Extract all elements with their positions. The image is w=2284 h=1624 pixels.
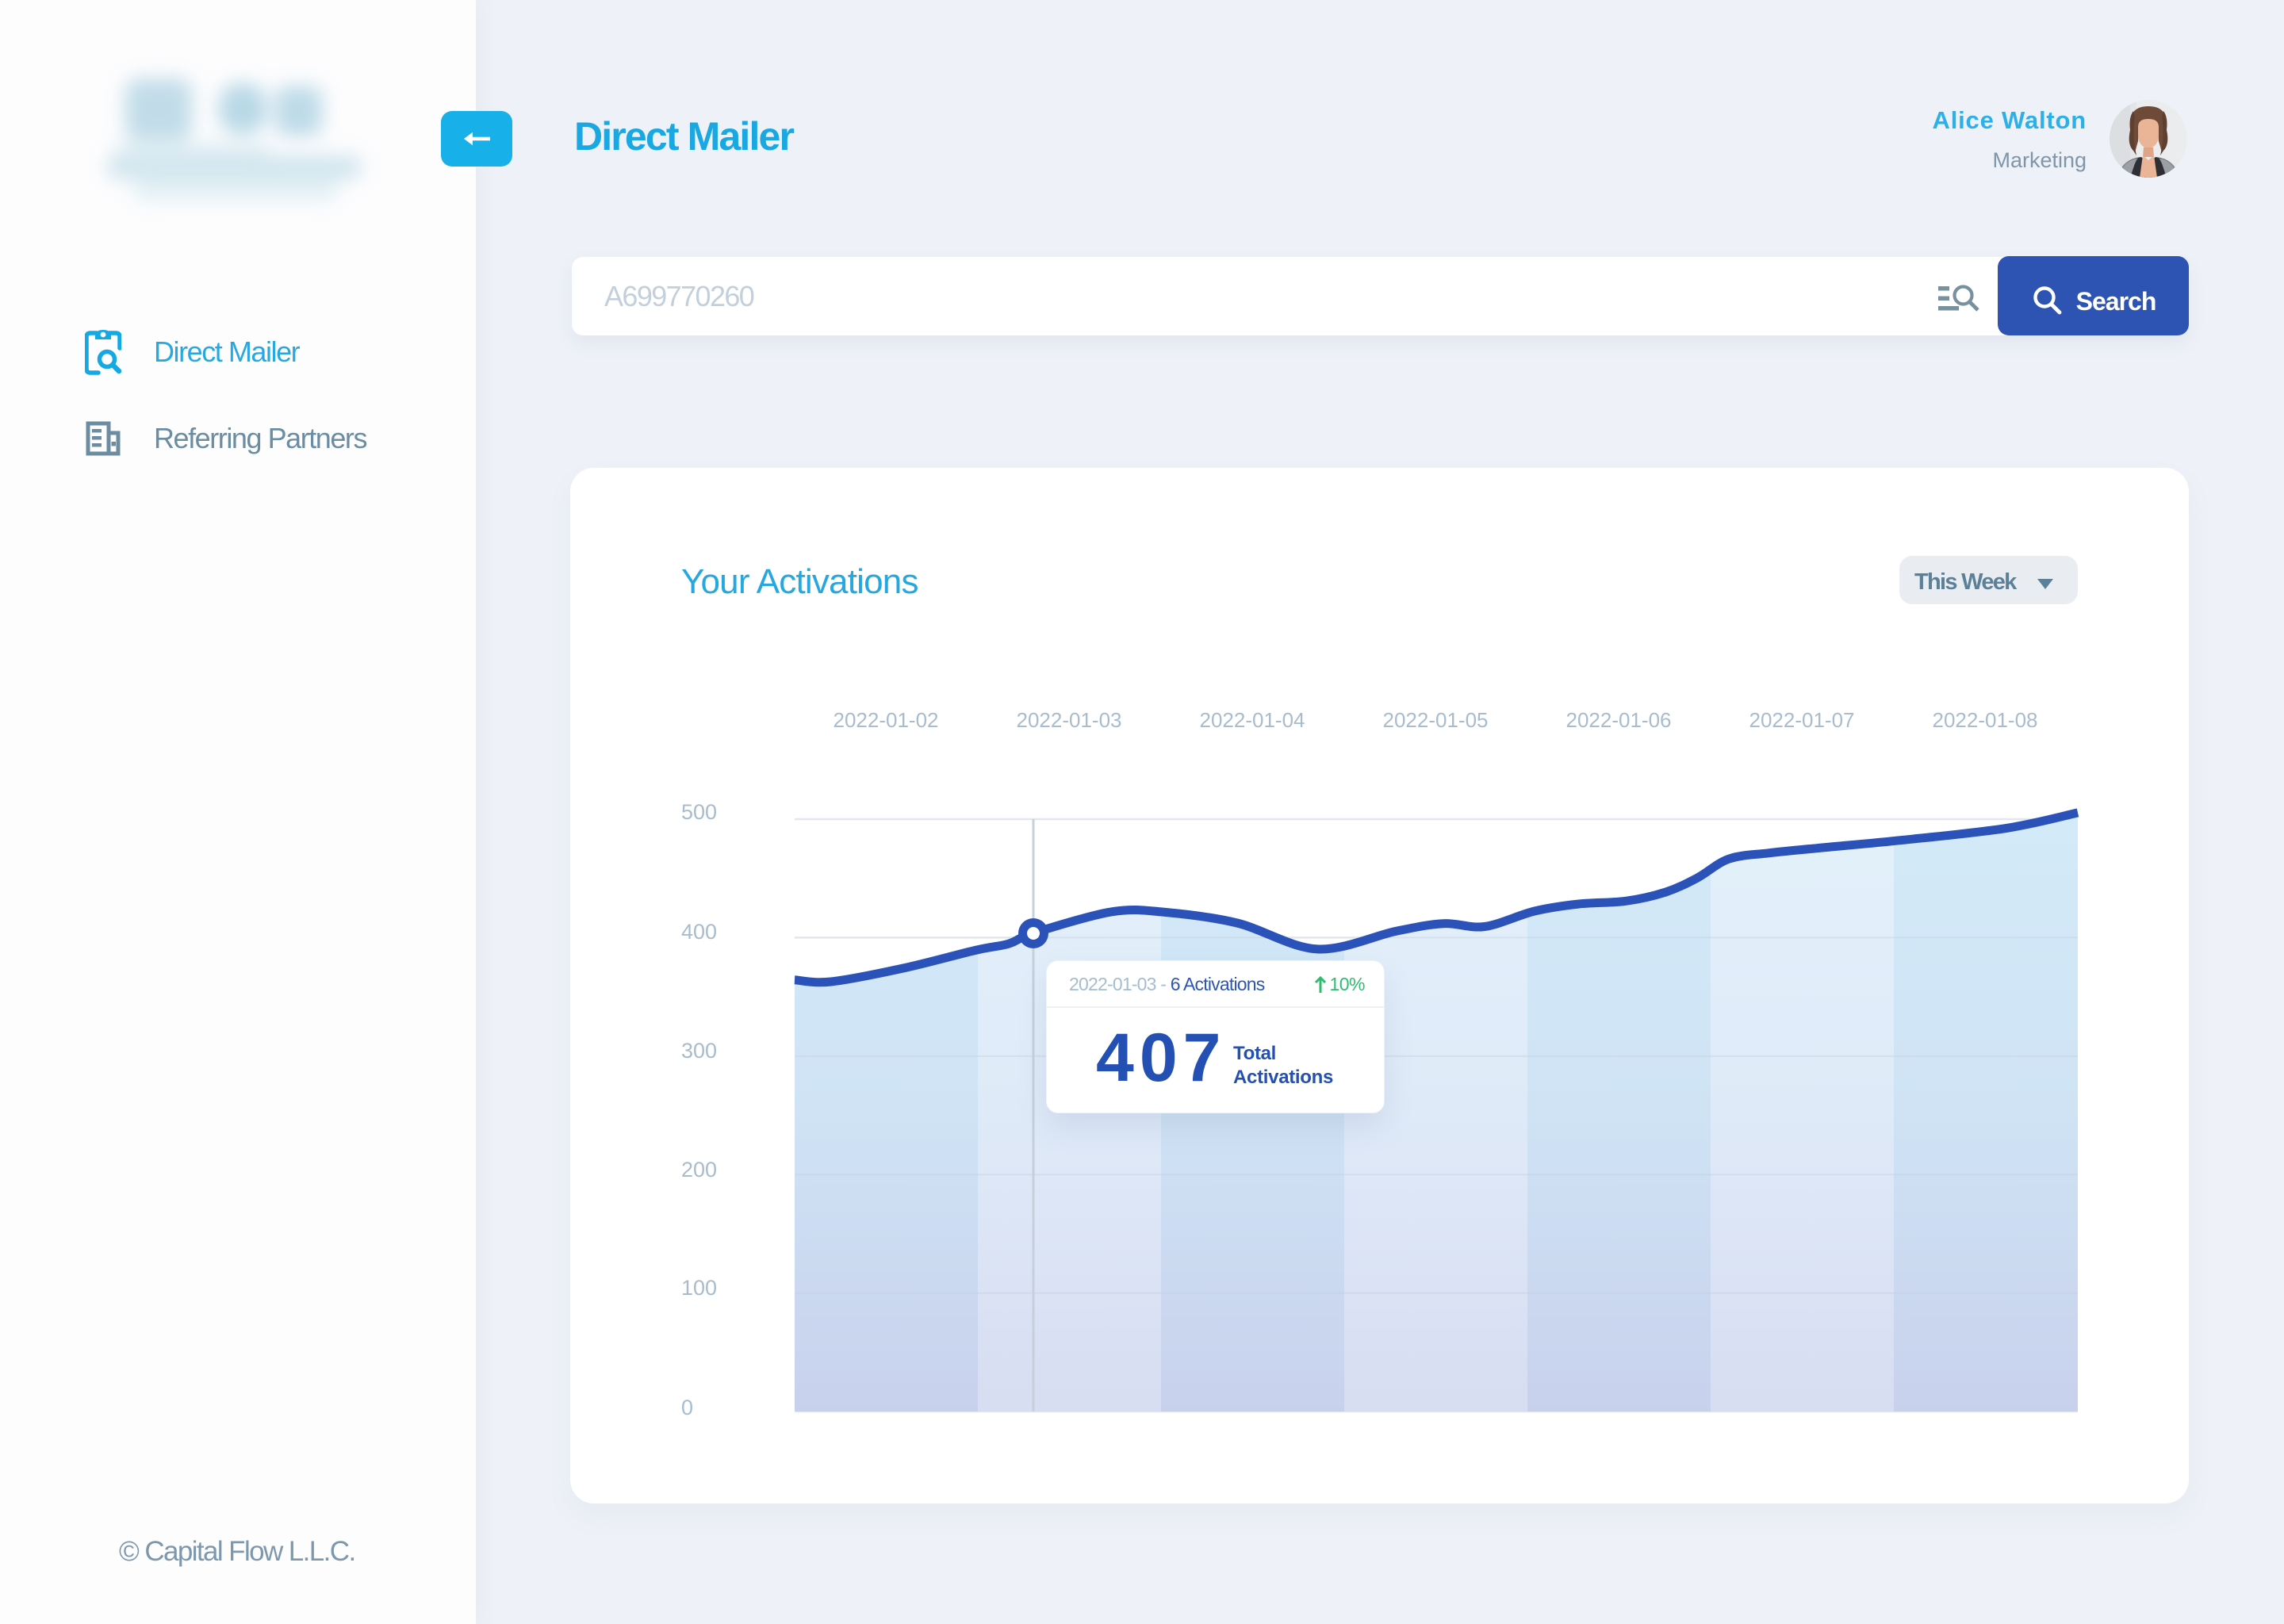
svg-text:200: 200 — [681, 1158, 717, 1182]
svg-text:2022-01-03: 2022-01-03 — [1017, 708, 1122, 732]
svg-text:400: 400 — [681, 920, 717, 944]
svg-text:2022-01-06: 2022-01-06 — [1566, 708, 1672, 732]
svg-text:2022-01-05: 2022-01-05 — [1383, 708, 1489, 732]
svg-text:2022-01-04: 2022-01-04 — [1200, 708, 1305, 732]
svg-text:300: 300 — [681, 1039, 717, 1063]
svg-text:2022-01-08: 2022-01-08 — [1933, 708, 2038, 732]
svg-text:2022-01-07: 2022-01-07 — [1749, 708, 1855, 732]
svg-text:500: 500 — [681, 800, 717, 824]
svg-text:100: 100 — [681, 1276, 717, 1300]
svg-text:2022-01-02: 2022-01-02 — [834, 708, 939, 732]
svg-text:0: 0 — [681, 1396, 693, 1419]
